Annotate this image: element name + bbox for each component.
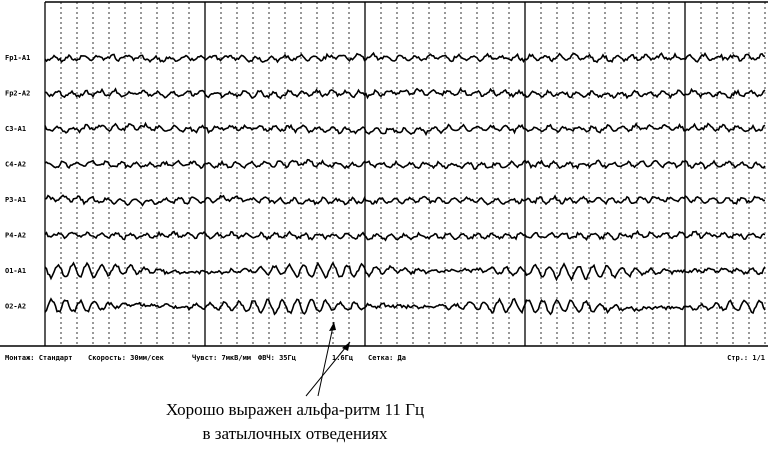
eeg-trace [44, 229, 766, 242]
eeg-trace [44, 158, 766, 170]
page-number: Стр.: 1/1 [727, 354, 765, 362]
eeg-trace [44, 194, 766, 207]
eeg-trace [44, 260, 766, 282]
channel-label: C3-A1 [5, 125, 26, 133]
status-field: ФВЧ: 35Гц [258, 354, 296, 362]
eeg-trace [44, 87, 766, 100]
arrow [305, 341, 351, 397]
eeg-trace [44, 121, 766, 137]
channel-label: Fp1-A1 [5, 54, 30, 62]
eeg-trace [44, 297, 766, 316]
arrow [317, 321, 335, 397]
eeg-trace [44, 51, 766, 64]
status-bar: Монтаж: Стандарт Скорость: 30мм/сек Чувст:… [5, 354, 406, 362]
channel-label: O1-A1 [5, 267, 26, 275]
channel-labels: Fp1-A1 Fp2-A2 C3-A1 C4-A2 P3-A1 P4-A2 O1-A1 O2-… [5, 54, 30, 311]
channel-label: P3-A1 [5, 196, 26, 204]
traces [44, 51, 766, 316]
arrowhead [329, 322, 336, 331]
status-field: Монтаж: Стандарт [5, 354, 72, 362]
status-field: Сетка: Да [368, 354, 406, 362]
grid [44, 2, 766, 346]
channel-label: P4-A2 [5, 232, 26, 240]
caption-line: Хорошо выражен альфа-ритм 11 Гц [166, 400, 424, 419]
channel-label: O2-A2 [5, 303, 26, 311]
status-field: 1.6Гц [332, 354, 353, 362]
caption-line: в затылочных отведениях [203, 424, 388, 443]
status-field: Чувст: 7мкВ/мм [192, 354, 251, 362]
arrowhead [342, 342, 350, 351]
status-field: Скорость: 30мм/сек [88, 354, 165, 362]
channel-label: Fp2-A2 [5, 90, 30, 98]
channel-label: C4-A2 [5, 161, 26, 169]
